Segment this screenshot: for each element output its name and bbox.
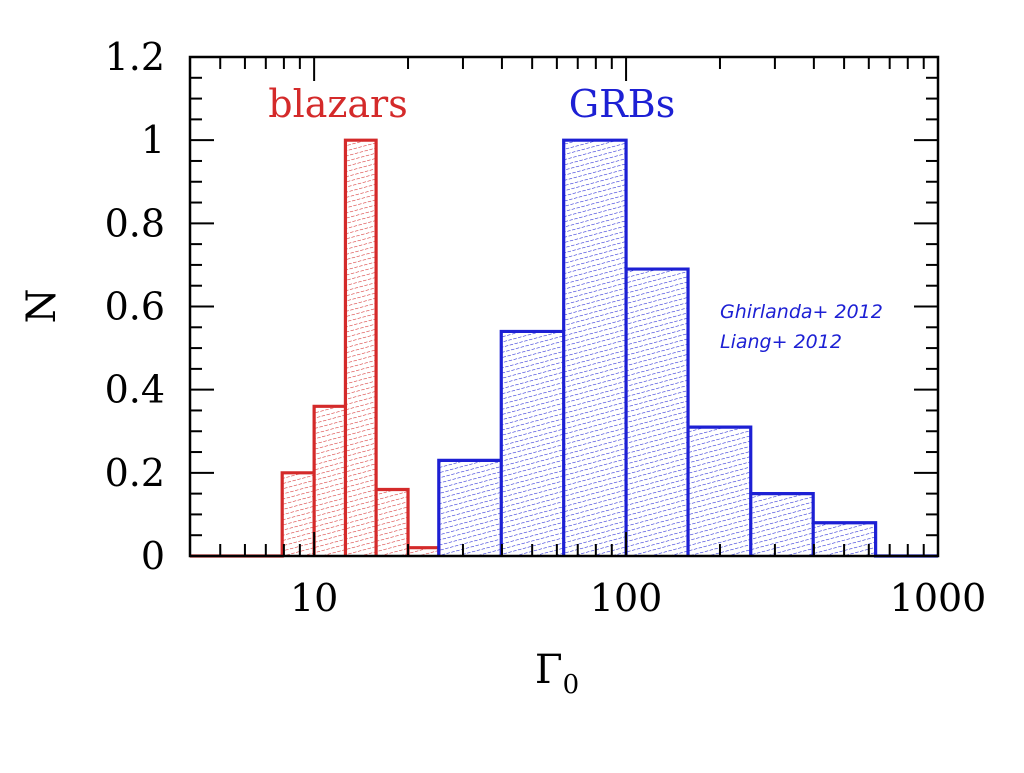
y-tick-label: 0 bbox=[141, 534, 165, 578]
y-tick-label: 1.2 bbox=[105, 35, 165, 79]
bar-grbs-3 bbox=[626, 269, 689, 556]
bar-grbs-2 bbox=[563, 140, 627, 556]
x-tick-label: 1000 bbox=[890, 576, 987, 620]
bar-grbs-4 bbox=[688, 427, 751, 556]
bar-blazars-3 bbox=[376, 489, 409, 556]
y-axis-title: N bbox=[19, 289, 65, 324]
reference-ghirlanda: Ghirlanda+ 2012 bbox=[720, 301, 883, 323]
y-tick-label: 0.8 bbox=[105, 201, 165, 245]
plot-frame bbox=[188, 55, 940, 558]
x-axis-title: Γ0 bbox=[535, 647, 579, 700]
y-tick-label: 1 bbox=[141, 118, 165, 162]
series-label-grbs: GRBs bbox=[569, 82, 675, 126]
bar-blazars-0 bbox=[282, 472, 315, 556]
bar-blazars-1 bbox=[314, 406, 346, 556]
x-tick-label: 100 bbox=[590, 576, 663, 620]
bar-blazars-2 bbox=[345, 140, 377, 556]
y-tick-label: 0.4 bbox=[105, 368, 165, 412]
bar-grbs-0 bbox=[438, 460, 502, 556]
bar-grbs-5 bbox=[750, 493, 814, 556]
series-label-blazars: blazars bbox=[268, 82, 407, 126]
bar-blazars-4 bbox=[408, 547, 439, 556]
reference-liang: Liang+ 2012 bbox=[720, 331, 842, 353]
y-tick-label: 0.6 bbox=[105, 285, 165, 329]
histogram-fills bbox=[282, 140, 876, 556]
y-tick-labels: 0 0.2 0.4 0.6 0.8 1 1.2 bbox=[105, 35, 165, 578]
bar-grbs-1 bbox=[501, 331, 564, 556]
x-tick-labels: 10 100 1000 bbox=[290, 576, 986, 620]
x-axis-title-main: Γ bbox=[535, 647, 563, 693]
y-tick-label: 0.2 bbox=[105, 451, 165, 495]
x-axis-title-subscript: 0 bbox=[563, 670, 580, 700]
x-tick-label: 10 bbox=[290, 576, 338, 620]
